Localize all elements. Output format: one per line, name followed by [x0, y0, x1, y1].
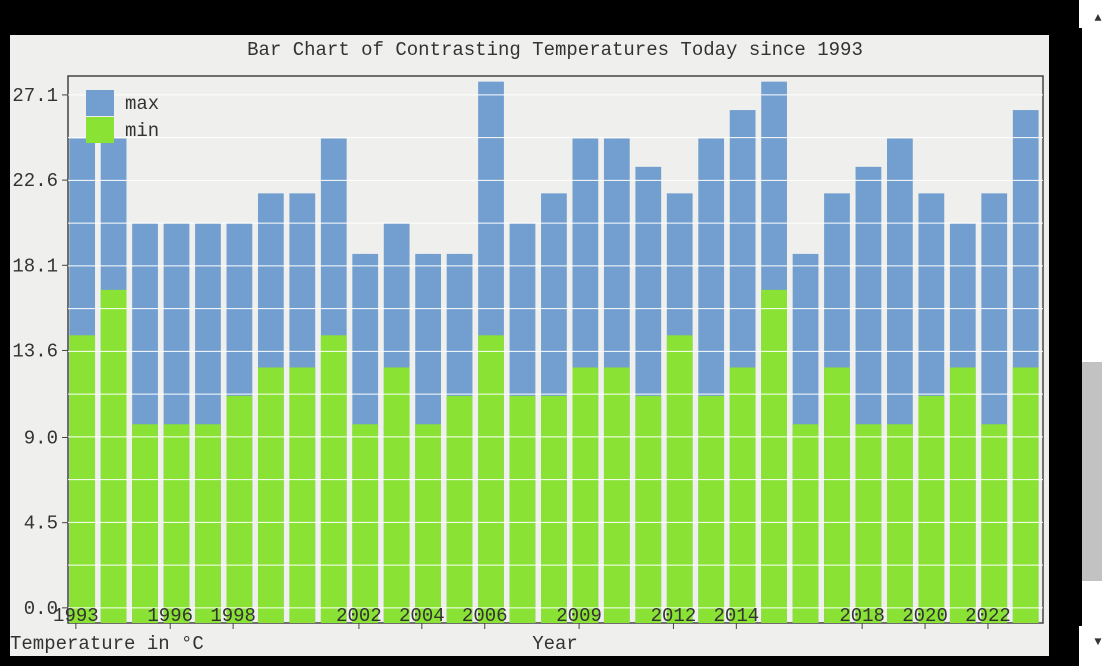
- bar-min: [868, 424, 882, 623]
- x-tick-label: 2018: [839, 605, 885, 627]
- bar-chart: Bar Chart of Contrasting Temperatures To…: [10, 39, 1044, 655]
- bar-min: [981, 424, 995, 623]
- bar-min: [824, 367, 838, 623]
- x-tick-label: 2020: [902, 605, 948, 627]
- bar-min: [270, 367, 284, 623]
- bar-min: [616, 367, 630, 623]
- y-tick-label: 4.5: [24, 513, 58, 535]
- bar-min: [163, 424, 177, 623]
- scroll-up-arrow-icon[interactable]: ▲: [1094, 11, 1102, 25]
- x-tick-label: 2022: [965, 605, 1011, 627]
- x-tick-label: 2006: [462, 605, 508, 627]
- bar-min: [931, 395, 945, 623]
- chart-title: Bar Chart of Contrasting Temperatures To…: [247, 39, 863, 61]
- y-tick-label: 0.0: [24, 598, 58, 620]
- bar-min: [855, 424, 869, 623]
- x-tick-label: 2004: [399, 605, 445, 627]
- bar-min: [729, 367, 743, 623]
- bar-min: [572, 367, 586, 623]
- bar-min: [522, 395, 536, 623]
- bar-min: [805, 424, 819, 623]
- bar-min: [302, 367, 316, 623]
- bar-min: [239, 395, 253, 623]
- y-axis-ticks: 0.0 4.5 9.0 13.6 18.1 22.6 27.1: [12, 85, 68, 620]
- x-axis-label: Year: [532, 633, 578, 655]
- legend-label-max: max: [125, 93, 159, 115]
- bar-min: [836, 367, 850, 623]
- x-tick-label: 2009: [556, 605, 602, 627]
- bar-min: [742, 367, 756, 623]
- bar-min: [603, 367, 618, 623]
- bar-min: [415, 424, 429, 623]
- bar-min: [887, 424, 901, 623]
- scroll-down-arrow-icon[interactable]: ▼: [1094, 635, 1102, 649]
- legend: max min: [86, 90, 159, 143]
- x-tick-label: 1993: [53, 605, 99, 627]
- bars-group: [69, 81, 1039, 624]
- bar-min: [427, 424, 442, 623]
- scrollbar-edge: [1079, 28, 1082, 626]
- bar-min: [899, 424, 913, 623]
- bar-min: [773, 289, 787, 623]
- bar-min: [352, 424, 366, 623]
- legend-swatch-min: [86, 117, 114, 143]
- y-axis-label: Temperature in °C: [10, 633, 204, 655]
- x-tick-label: 1996: [147, 605, 193, 627]
- bar-min: [364, 424, 379, 623]
- bar-min: [195, 424, 209, 623]
- bar-min: [1025, 367, 1039, 623]
- grid-lines: [68, 94, 1043, 609]
- bar-min: [585, 367, 599, 623]
- bar-min: [176, 424, 190, 623]
- bar-min: [257, 367, 272, 623]
- x-axis-ticks: 1993 1996 1998 2002 2004 2006 2009 2012 2014 2018…: [53, 605, 1011, 629]
- bar-min: [635, 395, 649, 623]
- y-tick-label: 22.6: [12, 170, 58, 192]
- x-tick-label: 2002: [336, 605, 382, 627]
- legend-label-min: min: [125, 120, 159, 142]
- bar-min: [100, 289, 114, 623]
- bar-min: [289, 367, 303, 623]
- bar-min: [1012, 367, 1027, 623]
- x-tick-label: 1998: [210, 605, 256, 627]
- bar-min: [918, 395, 932, 623]
- x-tick-label: 2012: [651, 605, 697, 627]
- chart-viewport: Bar Chart of Contrasting Temperatures To…: [10, 35, 1049, 656]
- bar-min: [207, 424, 221, 623]
- x-tick-label: 2014: [714, 605, 760, 627]
- bar-min: [396, 367, 410, 623]
- y-tick-label: 13.6: [12, 340, 58, 362]
- bar-min: [446, 395, 460, 623]
- bar-min: [962, 367, 976, 623]
- bar-min: [459, 395, 473, 623]
- y-tick-label: 18.1: [12, 255, 58, 277]
- y-tick-label: 9.0: [24, 428, 58, 450]
- scrollbar-thumb[interactable]: [1082, 362, 1102, 581]
- bar-min: [792, 424, 806, 623]
- bar-min: [132, 424, 146, 623]
- bar-min: [541, 395, 555, 623]
- bar-min: [113, 289, 127, 623]
- legend-swatch-max: [86, 90, 114, 116]
- bar-min: [761, 289, 775, 623]
- vertical-scrollbar[interactable]: ▲ ▼: [1079, 0, 1117, 666]
- bar-min: [383, 367, 397, 623]
- window-top-bar: [0, 0, 1079, 35]
- bar-min: [226, 395, 240, 623]
- bar-min: [553, 395, 567, 623]
- bar-min: [949, 367, 964, 623]
- bar-min: [144, 424, 158, 623]
- bar-min: [710, 395, 725, 623]
- bar-min: [509, 395, 523, 623]
- bar-min: [698, 395, 712, 623]
- bar-min: [993, 424, 1008, 623]
- bar-min: [647, 395, 662, 623]
- y-tick-label: 27.1: [12, 85, 58, 107]
